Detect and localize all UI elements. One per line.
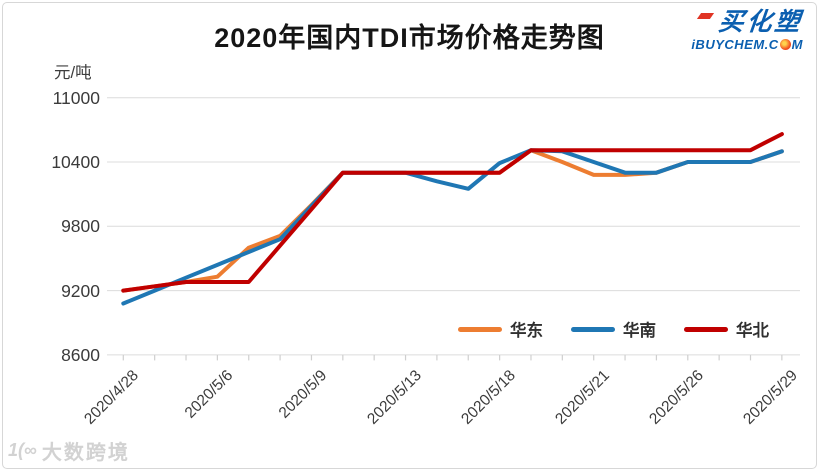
chart-legend: 华东 华南 华北 [458, 317, 769, 341]
series-line-huabei [121, 132, 784, 293]
series-line-huanan [121, 148, 784, 306]
legend-label-huanan: 华南 [623, 322, 656, 340]
legend-label-huabei: 华北 [736, 322, 769, 340]
y-axis-label: 11000 [52, 87, 100, 108]
logo-domain-text: iBUYCHEM.C M [691, 37, 803, 52]
chart-title: 2020年国内TDI市场价格走势图 [214, 23, 605, 53]
ibuychem-logo: 买化塑 iBUYCHEM.C M [691, 8, 805, 52]
legend-label-huadong: 华东 [510, 322, 543, 340]
legend-item-huanan: 华南 [571, 317, 656, 341]
legend-swatch-huabei [684, 326, 728, 332]
watermark: 1(∞ 大数跨境 [8, 436, 130, 465]
legend-item-huadong: 华东 [458, 317, 543, 341]
logo-o-icon [779, 39, 791, 50]
legend-item-huabei: 华北 [684, 317, 769, 341]
legend-swatch-huanan [571, 326, 615, 332]
y-axis-label: 9200 [61, 280, 100, 301]
y-axis-label: 10400 [51, 152, 100, 172]
y-axis-label: 8600 [61, 344, 100, 365]
y-axis-unit-label: 元/吨 [54, 64, 92, 82]
watermark-logo-icon: 1(∞ [8, 440, 37, 460]
watermark-text: 大数跨境 [41, 442, 130, 464]
legend-swatch-huadong [458, 326, 502, 332]
y-axis-label: 9800 [61, 216, 100, 237]
logo-chinese-text: 买化塑 [717, 8, 805, 36]
